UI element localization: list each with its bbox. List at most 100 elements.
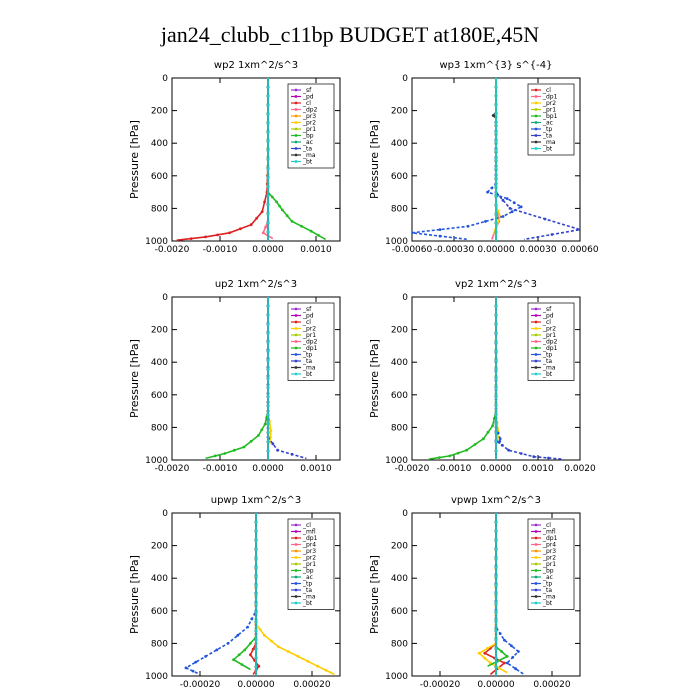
legend-marker: [294, 147, 298, 150]
x-tick-label: 0.00000: [477, 680, 514, 690]
legend-label: _pr2: [302, 120, 316, 127]
y-tick-label: 200: [391, 326, 408, 336]
series-marker-bt: [494, 593, 498, 596]
panel-title: vp2 1xm^2/s^3: [455, 279, 537, 290]
series-marker-bt: [494, 304, 498, 308]
series-marker-bt: [494, 547, 498, 551]
series-marker-bt: [494, 121, 498, 125]
legend-marker: [294, 575, 298, 579]
series-marker-bt: [254, 584, 258, 587]
series-marker-bt: [266, 322, 270, 326]
series-marker-bt: [266, 85, 270, 89]
legend-marker: [294, 108, 298, 111]
legend-marker: [534, 601, 538, 605]
legend-label: _pr3: [542, 548, 556, 555]
series-marker-dp1: [456, 451, 460, 455]
series-marker-tp: [519, 205, 523, 209]
legend-label: _bt: [542, 146, 553, 153]
series-marker-ta: [547, 456, 550, 460]
legend-marker: [294, 127, 298, 131]
series-marker-bt: [254, 665, 258, 669]
series-marker-tp: [191, 669, 195, 673]
legend-marker: [534, 595, 538, 598]
series-marker-bt: [254, 547, 258, 551]
legend-label: _pr1: [302, 332, 316, 339]
legend-label: _dp2: [302, 107, 318, 114]
series-marker-bt: [254, 647, 258, 651]
series-marker-pr2: [496, 435, 500, 439]
series-marker-pr2: [269, 429, 273, 433]
series-marker-pr2: [496, 209, 500, 213]
series-marker-dp2: [264, 225, 267, 229]
series-line-pr2: [477, 513, 508, 674]
legend-marker: [534, 353, 538, 356]
series-marker-bt: [494, 212, 498, 216]
series-marker-bt: [266, 449, 270, 453]
legend-marker: [534, 536, 538, 540]
series-marker-ta: [276, 448, 279, 452]
series-marker-pr2: [270, 639, 273, 643]
series-marker-bt: [266, 359, 270, 362]
series-marker-dp1: [242, 445, 246, 449]
series-marker-dp1: [257, 434, 260, 437]
series-marker-bt: [494, 94, 498, 98]
series-marker-cl: [249, 223, 253, 227]
series-marker-pr2: [497, 666, 501, 670]
series-marker-bt: [266, 377, 270, 380]
series-marker-bt: [494, 230, 498, 234]
legend-label: _dp2: [542, 339, 558, 346]
series-marker-bt: [494, 194, 498, 198]
series-marker-bt: [266, 413, 270, 417]
series-marker-bt: [254, 529, 258, 533]
series-marker-bp: [240, 663, 244, 666]
y-tick-label: 600: [391, 607, 408, 617]
y-tick-label: 1000: [145, 672, 168, 682]
series-marker-bt: [266, 185, 270, 189]
series-marker-bt: [494, 629, 498, 633]
series-marker-bp: [278, 204, 281, 208]
series-marker-dp1: [213, 454, 217, 458]
legend-label: _cl: [542, 87, 551, 94]
x-tick-label: -0.0020: [155, 464, 190, 474]
legend-label: _cl: [302, 100, 311, 107]
series-marker-bt: [494, 359, 498, 362]
series-marker-tp: [501, 215, 505, 218]
series-line-tp: [412, 78, 523, 241]
x-tick-label: 0.00060: [561, 245, 598, 255]
legend-marker: [534, 556, 538, 559]
series-marker-bt: [494, 620, 498, 624]
legend-marker: [294, 346, 298, 350]
legend-label: _tp: [302, 352, 312, 359]
y-axis-label: Pressure [hPa]: [128, 555, 141, 634]
series-marker-bt: [266, 158, 270, 161]
series-marker-bt: [266, 112, 270, 116]
series-marker-cl: [255, 216, 259, 220]
series-marker-tp: [512, 201, 516, 205]
series-marker-bt: [494, 221, 498, 225]
series-marker-tp: [226, 642, 230, 645]
legend-marker: [294, 366, 298, 369]
legend-label: _sf: [302, 87, 312, 94]
legend-label: _bt: [542, 600, 553, 607]
legend-label: _dp2: [302, 339, 318, 346]
chart-panel-5: upwp 1xm^2/s^3 Pressure [hPa] 0 200 400 600 80…: [128, 495, 341, 690]
series-marker-tp: [510, 644, 513, 648]
chart-panel-3: up2 1xm^2/s^3 Pressure [hPa] 0 200 400 600 800…: [128, 279, 341, 474]
series-marker-dp1: [251, 647, 255, 651]
legend-marker: [294, 556, 298, 559]
series-marker-tp: [484, 220, 487, 223]
series-marker-bp: [500, 650, 503, 653]
series-marker-bt: [494, 449, 498, 453]
series-marker-bt: [254, 629, 258, 633]
legend-label: _cl: [302, 522, 311, 529]
series-marker-bt: [266, 103, 270, 107]
legend-label: _dp1: [302, 345, 318, 352]
series-marker-bt: [254, 602, 258, 605]
series-marker-bp: [270, 195, 274, 199]
chart-panel-6: vpwp 1xm^2/s^3 Pressure [hPa] 0 200 400 600 80…: [368, 495, 581, 690]
series-marker-bt: [494, 638, 498, 642]
series-marker-bt: [266, 349, 270, 353]
y-tick-label: 1000: [145, 456, 168, 466]
series-marker-bt: [266, 221, 270, 225]
